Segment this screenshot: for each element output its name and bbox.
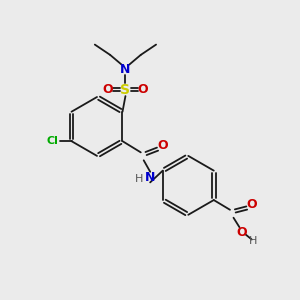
Text: H: H: [249, 236, 258, 246]
Text: N: N: [120, 63, 130, 76]
Text: O: O: [236, 226, 247, 239]
Text: O: O: [138, 83, 148, 96]
Text: H: H: [135, 174, 143, 184]
Text: N: N: [145, 171, 155, 184]
Text: S: S: [120, 82, 130, 97]
Text: Cl: Cl: [46, 136, 58, 146]
Text: O: O: [103, 83, 113, 96]
Text: O: O: [158, 139, 168, 152]
Text: O: O: [247, 198, 257, 211]
